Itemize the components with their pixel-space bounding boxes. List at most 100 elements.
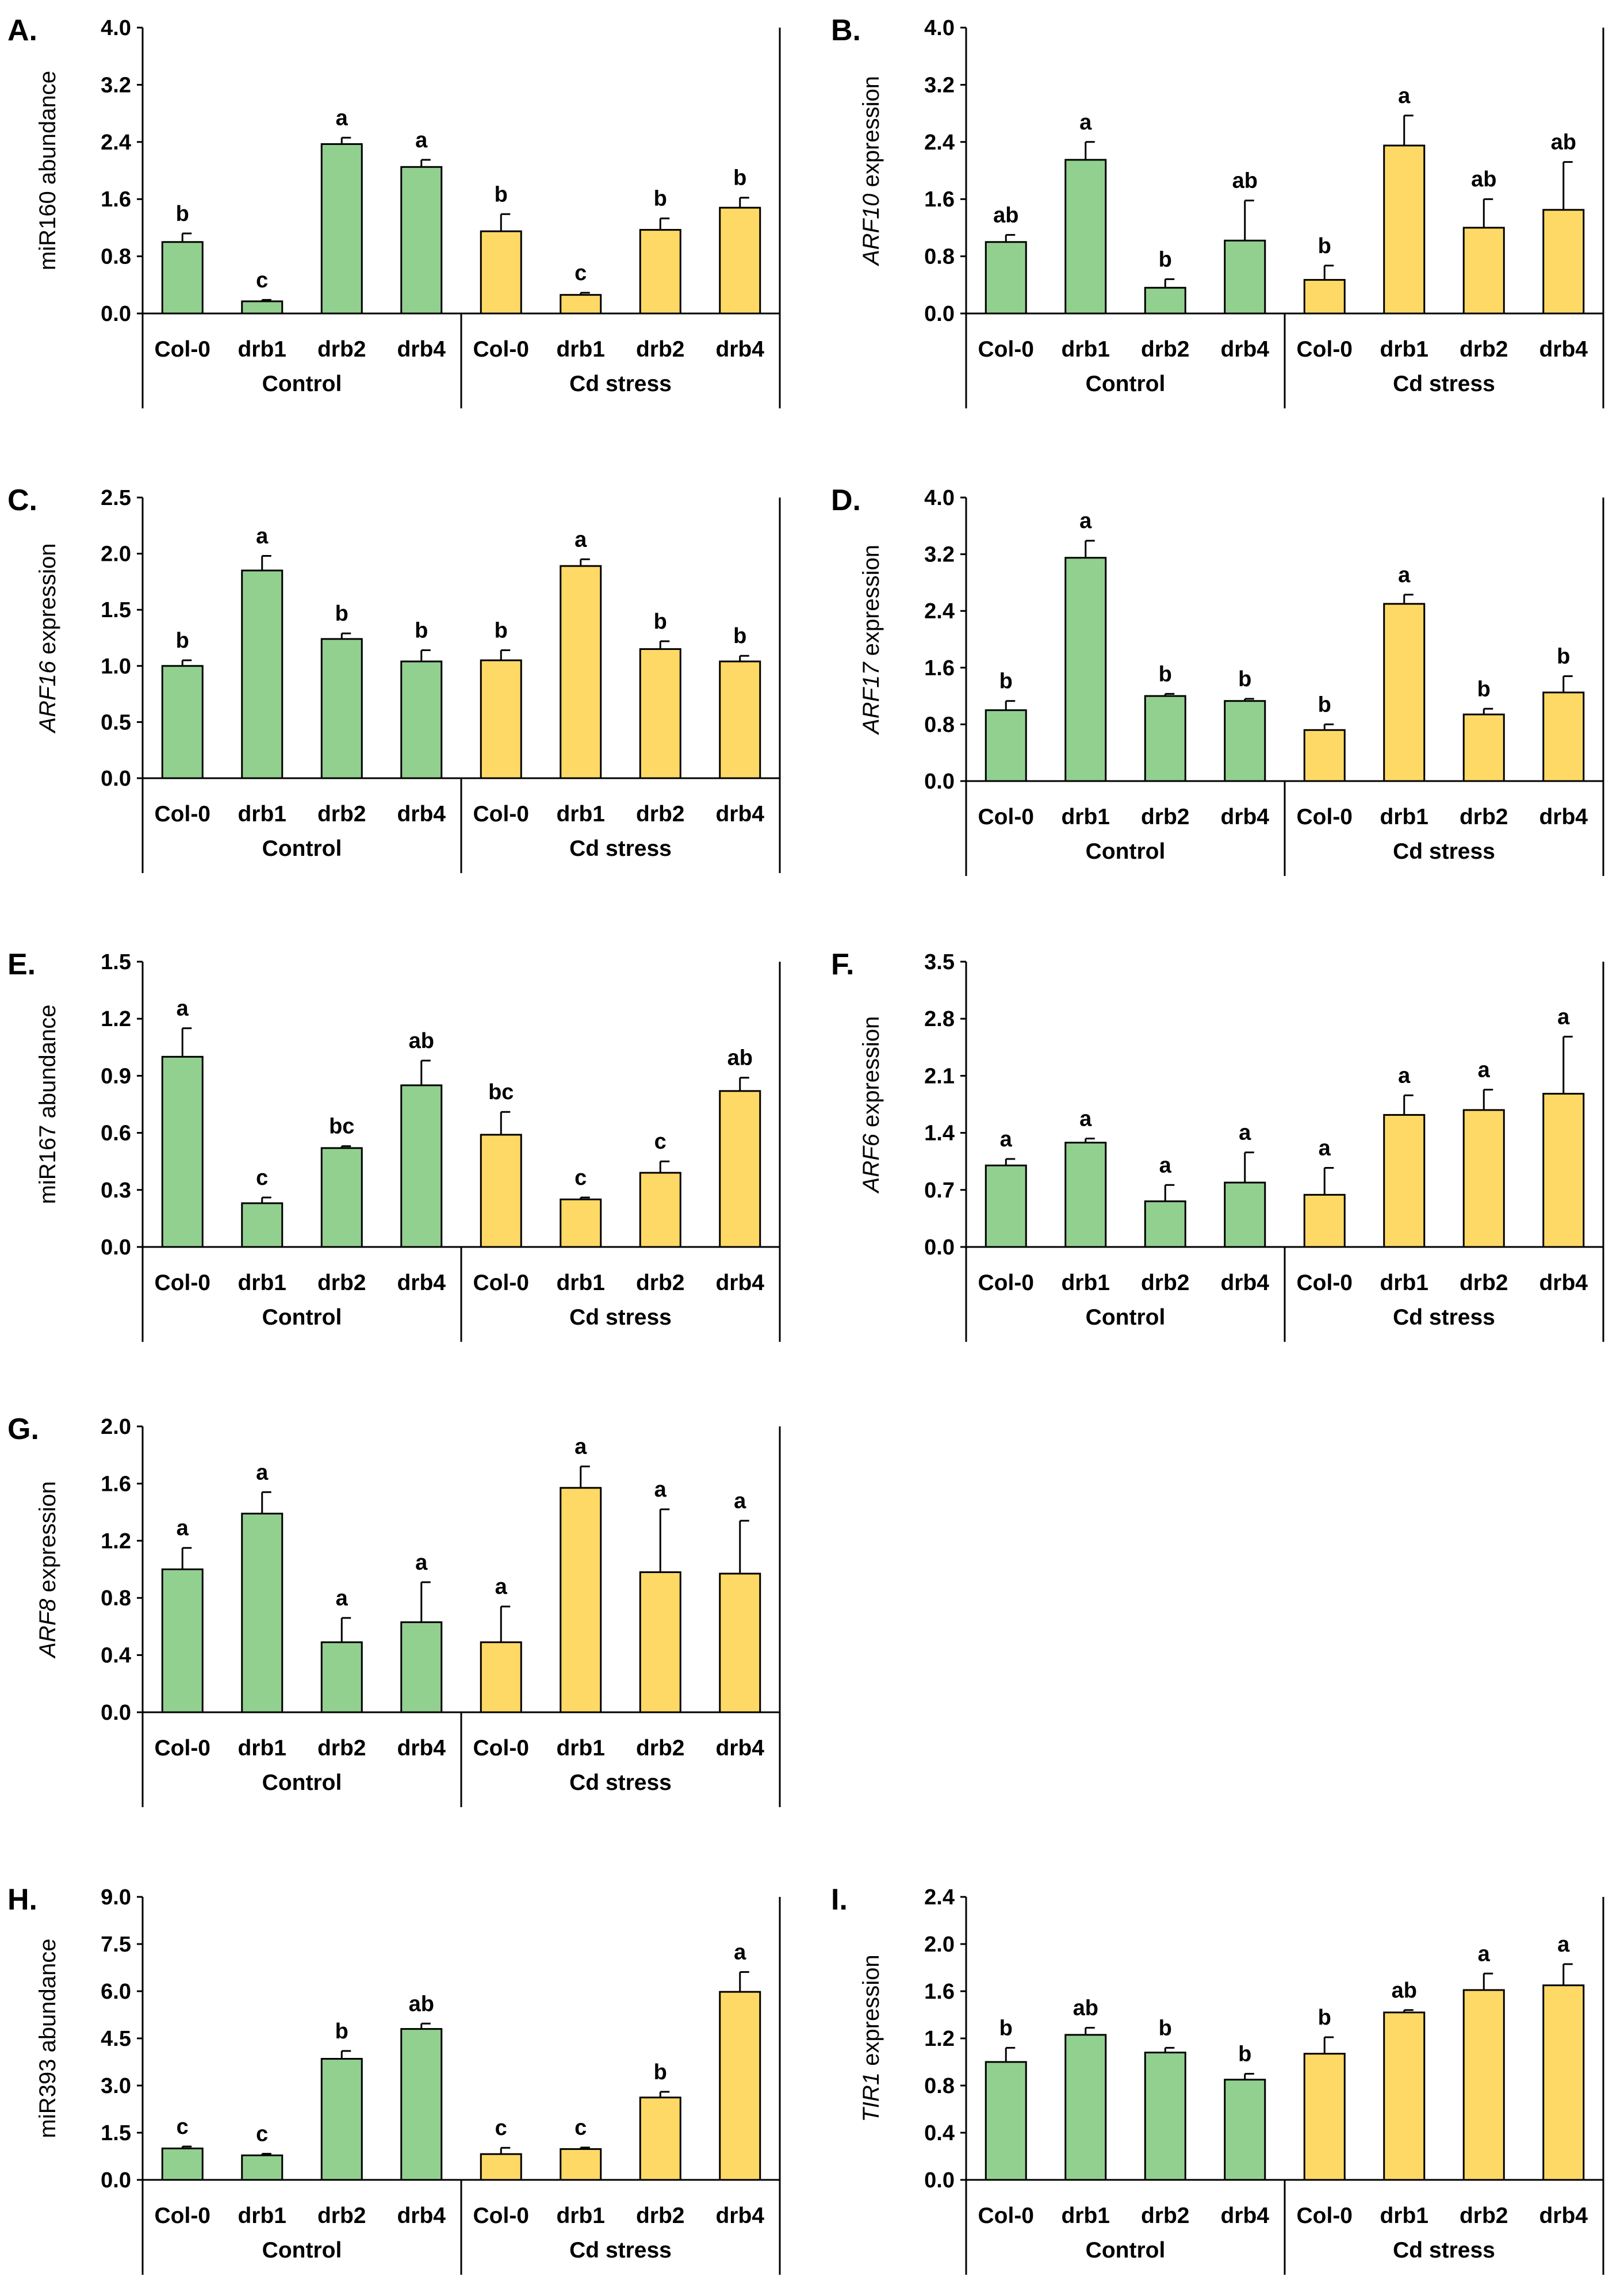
panel-letter: B.	[831, 14, 861, 47]
bar	[1383, 603, 1426, 782]
bar	[400, 2028, 443, 2181]
category-label: drb2	[317, 1271, 366, 1295]
y-axis-label: ARF6 expression	[859, 1016, 884, 1194]
bar	[1224, 2079, 1266, 2181]
significance-letter: ab	[727, 1046, 753, 1070]
significance-letter: a	[1319, 1137, 1331, 1161]
category-label: Col-0	[473, 337, 530, 362]
y-tick-label: 7.5	[101, 1933, 131, 1957]
category-label: drb2	[636, 1271, 685, 1295]
significance-letter: b	[1238, 667, 1251, 691]
y-axis-label-text: miR167 abundance	[35, 1005, 60, 1204]
significance-letter: b	[176, 629, 189, 653]
bar	[1462, 227, 1505, 315]
significance-letter: b	[415, 618, 428, 642]
significance-letter: ab	[1392, 1979, 1417, 2003]
y-axis-label-italic: ARF16	[35, 660, 60, 733]
y-axis-label-text: expression	[859, 1016, 884, 1134]
y-axis-label: miR160 abundance	[35, 71, 60, 270]
significance-letter: b	[654, 2060, 667, 2084]
group-label-cd-stress: Cd stress	[1393, 372, 1495, 396]
category-label: Col-0	[978, 337, 1035, 362]
bar	[480, 659, 522, 779]
y-tick-label: 3.0	[101, 2074, 131, 2098]
y-tick-label: 2.4	[101, 131, 131, 155]
y-tick-label: 0.3	[101, 1179, 131, 1203]
category-label: drb2	[1460, 805, 1508, 829]
y-tick-label: 0.9	[101, 1064, 131, 1088]
y-axis-label-italic: ARF6	[859, 1133, 884, 1193]
category-label: drb1	[1061, 2203, 1110, 2228]
significance-letter: bc	[329, 1115, 354, 1139]
bar	[1462, 713, 1505, 782]
y-tick-label: 0.0	[101, 1235, 131, 1260]
category-label: Col-0	[155, 2203, 211, 2228]
significance-letter: a	[1398, 84, 1411, 108]
bar	[1542, 1984, 1585, 2181]
significance-letter: a	[1239, 1121, 1251, 1145]
panel-letter: E.	[7, 948, 36, 981]
category-label: drb4	[1539, 337, 1588, 362]
category-label: Col-0	[1297, 2203, 1353, 2228]
chart-panel-a: A. 0.0 0.8 1.6 2.4 3.2 4.0 miR160 abundance b Col…	[7, 14, 781, 408]
bar	[161, 241, 204, 315]
bar	[1224, 700, 1266, 782]
bar	[1303, 1193, 1346, 1248]
y-axis-label-italic: ARF10	[859, 194, 884, 267]
y-tick-label: 2.4	[924, 1885, 955, 1910]
bar	[161, 665, 204, 779]
group-label-cd-stress: Cd stress	[1393, 839, 1495, 864]
panel-letter: A.	[7, 14, 37, 47]
significance-letter: b	[1318, 2006, 1331, 2030]
category-label: Col-0	[473, 2203, 530, 2228]
chart-panel-f: F. 0.0 0.7 1.4 2.1 2.8 3.5 ARF6 expression a Col-…	[831, 948, 1604, 1342]
significance-letter: b	[733, 624, 746, 648]
y-tick-label: 2.0	[924, 1933, 955, 1957]
bar	[400, 1621, 443, 1713]
y-tick-label: 2.0	[101, 1415, 131, 1439]
category-label: drb4	[1220, 1271, 1269, 1295]
bar	[480, 2153, 522, 2181]
y-axis-label-italic: TIR1	[859, 2072, 884, 2122]
bar	[560, 2148, 602, 2181]
bar	[639, 648, 681, 779]
significance-letter: b	[1159, 662, 1172, 686]
y-axis-label: ARF16 expression	[35, 543, 60, 733]
category-label: Col-0	[978, 1271, 1035, 1295]
category-label: drb4	[1539, 805, 1588, 829]
group-label-cd-stress: Cd stress	[1393, 1305, 1495, 1330]
group-label-control: Control	[1086, 372, 1166, 396]
category-label: drb4	[397, 1271, 446, 1295]
category-label: drb1	[1380, 2203, 1428, 2228]
significance-letter: c	[574, 2116, 587, 2140]
bar	[1064, 1142, 1107, 1248]
bar	[719, 1991, 761, 2181]
significance-letter: b	[999, 2016, 1013, 2040]
y-tick-label: 3.2	[101, 73, 131, 97]
significance-letter: a	[734, 1941, 746, 1965]
significance-letter: ab	[1232, 169, 1258, 193]
significance-letter: c	[256, 1166, 268, 1190]
significance-letter: a	[1079, 1107, 1092, 1131]
y-tick-label: 1.2	[101, 1007, 131, 1031]
significance-letter: a	[415, 128, 428, 152]
panel-letter: I.	[831, 1883, 848, 1916]
y-tick-label: 0.4	[924, 2121, 955, 2145]
significance-letter: a	[256, 1460, 269, 1484]
category-label: Col-0	[473, 1736, 530, 1761]
significance-letter: bc	[488, 1080, 514, 1104]
chart-panel-e: E. 0.0 0.3 0.6 0.9 1.2 1.5 miR167 abundance a Col…	[7, 948, 781, 1342]
bar	[560, 1487, 602, 1713]
y-tick-label: 4.0	[924, 16, 955, 40]
bar	[1224, 1181, 1266, 1248]
y-tick-label: 1.6	[101, 188, 131, 212]
y-tick-label: 1.5	[101, 598, 131, 622]
significance-letter: a	[1478, 1058, 1491, 1082]
significance-letter: b	[1159, 247, 1172, 271]
significance-letter: b	[654, 610, 667, 634]
category-label: Col-0	[473, 1271, 530, 1295]
y-tick-label: 1.0	[101, 655, 131, 679]
category-label: drb4	[715, 2203, 764, 2228]
category-label: drb4	[1220, 337, 1269, 362]
